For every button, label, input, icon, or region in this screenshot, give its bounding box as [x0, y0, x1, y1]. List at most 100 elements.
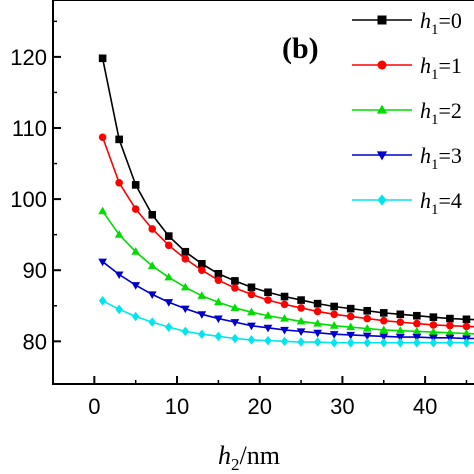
- data-point: [362, 323, 372, 332]
- data-point: [131, 282, 141, 290]
- data-point: [446, 321, 454, 330]
- x-axis-label: h2/nm: [218, 441, 280, 474]
- x-axis-label-unit: /nm: [240, 441, 280, 470]
- data-point: [214, 276, 223, 284]
- data-point: [148, 225, 157, 233]
- data-point: [214, 331, 223, 342]
- data-point: [379, 316, 388, 325]
- data-point: [247, 307, 256, 316]
- data-point: [264, 335, 272, 346]
- plot-frame: [52, 0, 474, 385]
- data-point: [429, 313, 438, 321]
- data-point: [313, 329, 322, 338]
- legend-label: h1=0: [420, 8, 462, 38]
- data-point: [164, 232, 173, 240]
- data-point: [330, 302, 338, 311]
- data-point: [180, 282, 190, 291]
- legend-item: h1=4: [352, 188, 462, 218]
- data-point: [263, 324, 273, 333]
- data-point: [114, 271, 124, 280]
- data-point: [148, 210, 157, 219]
- series-layer: [98, 54, 474, 348]
- series-h1-1: [98, 133, 474, 331]
- series-h1-2: [98, 206, 474, 337]
- data-point: [214, 315, 223, 324]
- data-point: [164, 241, 173, 250]
- data-point: [214, 269, 223, 278]
- data-point: [462, 315, 471, 324]
- data-point: [429, 321, 438, 329]
- data-point: [115, 178, 123, 187]
- data-point: [280, 300, 289, 309]
- data-point: [446, 338, 454, 348]
- data-point: [264, 288, 272, 297]
- data-point: [379, 333, 389, 341]
- data-point: [330, 310, 338, 319]
- data-point: [247, 322, 256, 331]
- data-point: [164, 272, 174, 281]
- legend-label: h1=3: [420, 143, 462, 173]
- data-point: [413, 338, 421, 348]
- series-h1-0: [98, 54, 474, 324]
- data-point: [247, 283, 256, 292]
- legend-label: h1=1: [420, 53, 462, 83]
- data-point: [198, 329, 206, 339]
- y-tick-label: 90: [23, 258, 47, 283]
- data-point: [231, 284, 239, 292]
- data-point: [396, 318, 405, 326]
- data-point: [313, 337, 322, 347]
- data-point: [462, 322, 471, 331]
- data-point: [297, 337, 305, 347]
- data-point: [329, 321, 339, 329]
- legend-item: h1=2: [352, 98, 462, 128]
- data-point: [180, 305, 190, 314]
- y-axis: 80 90 100 110 120: [10, 20, 61, 354]
- data-point: [413, 311, 421, 320]
- x-tick-label: 0: [88, 394, 100, 419]
- x-tick-label: 40: [413, 394, 437, 419]
- data-point: [98, 206, 107, 215]
- data-point: [446, 314, 454, 323]
- data-point: [313, 307, 322, 316]
- x-tick-label: 20: [247, 394, 271, 419]
- data-point: [296, 328, 306, 336]
- x-tick-label: 30: [330, 394, 354, 419]
- data-point: [396, 338, 405, 348]
- data-point: [181, 255, 190, 263]
- x-tick-label: 10: [165, 394, 189, 419]
- data-point: [114, 230, 124, 238]
- legend-item: h1=0: [352, 8, 462, 38]
- data-point: [412, 334, 422, 342]
- data-point: [462, 328, 471, 337]
- data-point: [98, 54, 107, 63]
- data-point: [131, 247, 141, 255]
- data-point: [164, 322, 173, 332]
- series-h1-3: [98, 258, 474, 344]
- data-point: [297, 304, 305, 312]
- data-point: [264, 296, 272, 304]
- data-point: [379, 309, 388, 317]
- data-point: [429, 338, 438, 348]
- x-axis: 0 10 20 30 40: [88, 376, 468, 419]
- y-tick-label: 100: [10, 187, 47, 212]
- data-point: [363, 306, 372, 315]
- y-tick-label: 120: [10, 45, 47, 70]
- data-point: [247, 290, 256, 299]
- y-tick-label: 110: [12, 116, 47, 141]
- data-point: [197, 311, 207, 319]
- data-point: [362, 332, 372, 341]
- data-point: [313, 318, 322, 327]
- data-point: [377, 15, 387, 25]
- data-point: [313, 299, 322, 308]
- data-point: [395, 334, 405, 342]
- data-point: [363, 338, 372, 348]
- legend: h1=0 h1=1 h1=2 h1=3 h1=4: [352, 8, 462, 218]
- data-point: [231, 333, 239, 344]
- data-point: [346, 304, 355, 313]
- data-point: [377, 60, 387, 70]
- data-point: [280, 326, 289, 335]
- data-point: [230, 319, 240, 327]
- data-point: [198, 260, 206, 268]
- data-point: [462, 338, 471, 348]
- data-point: [329, 331, 339, 339]
